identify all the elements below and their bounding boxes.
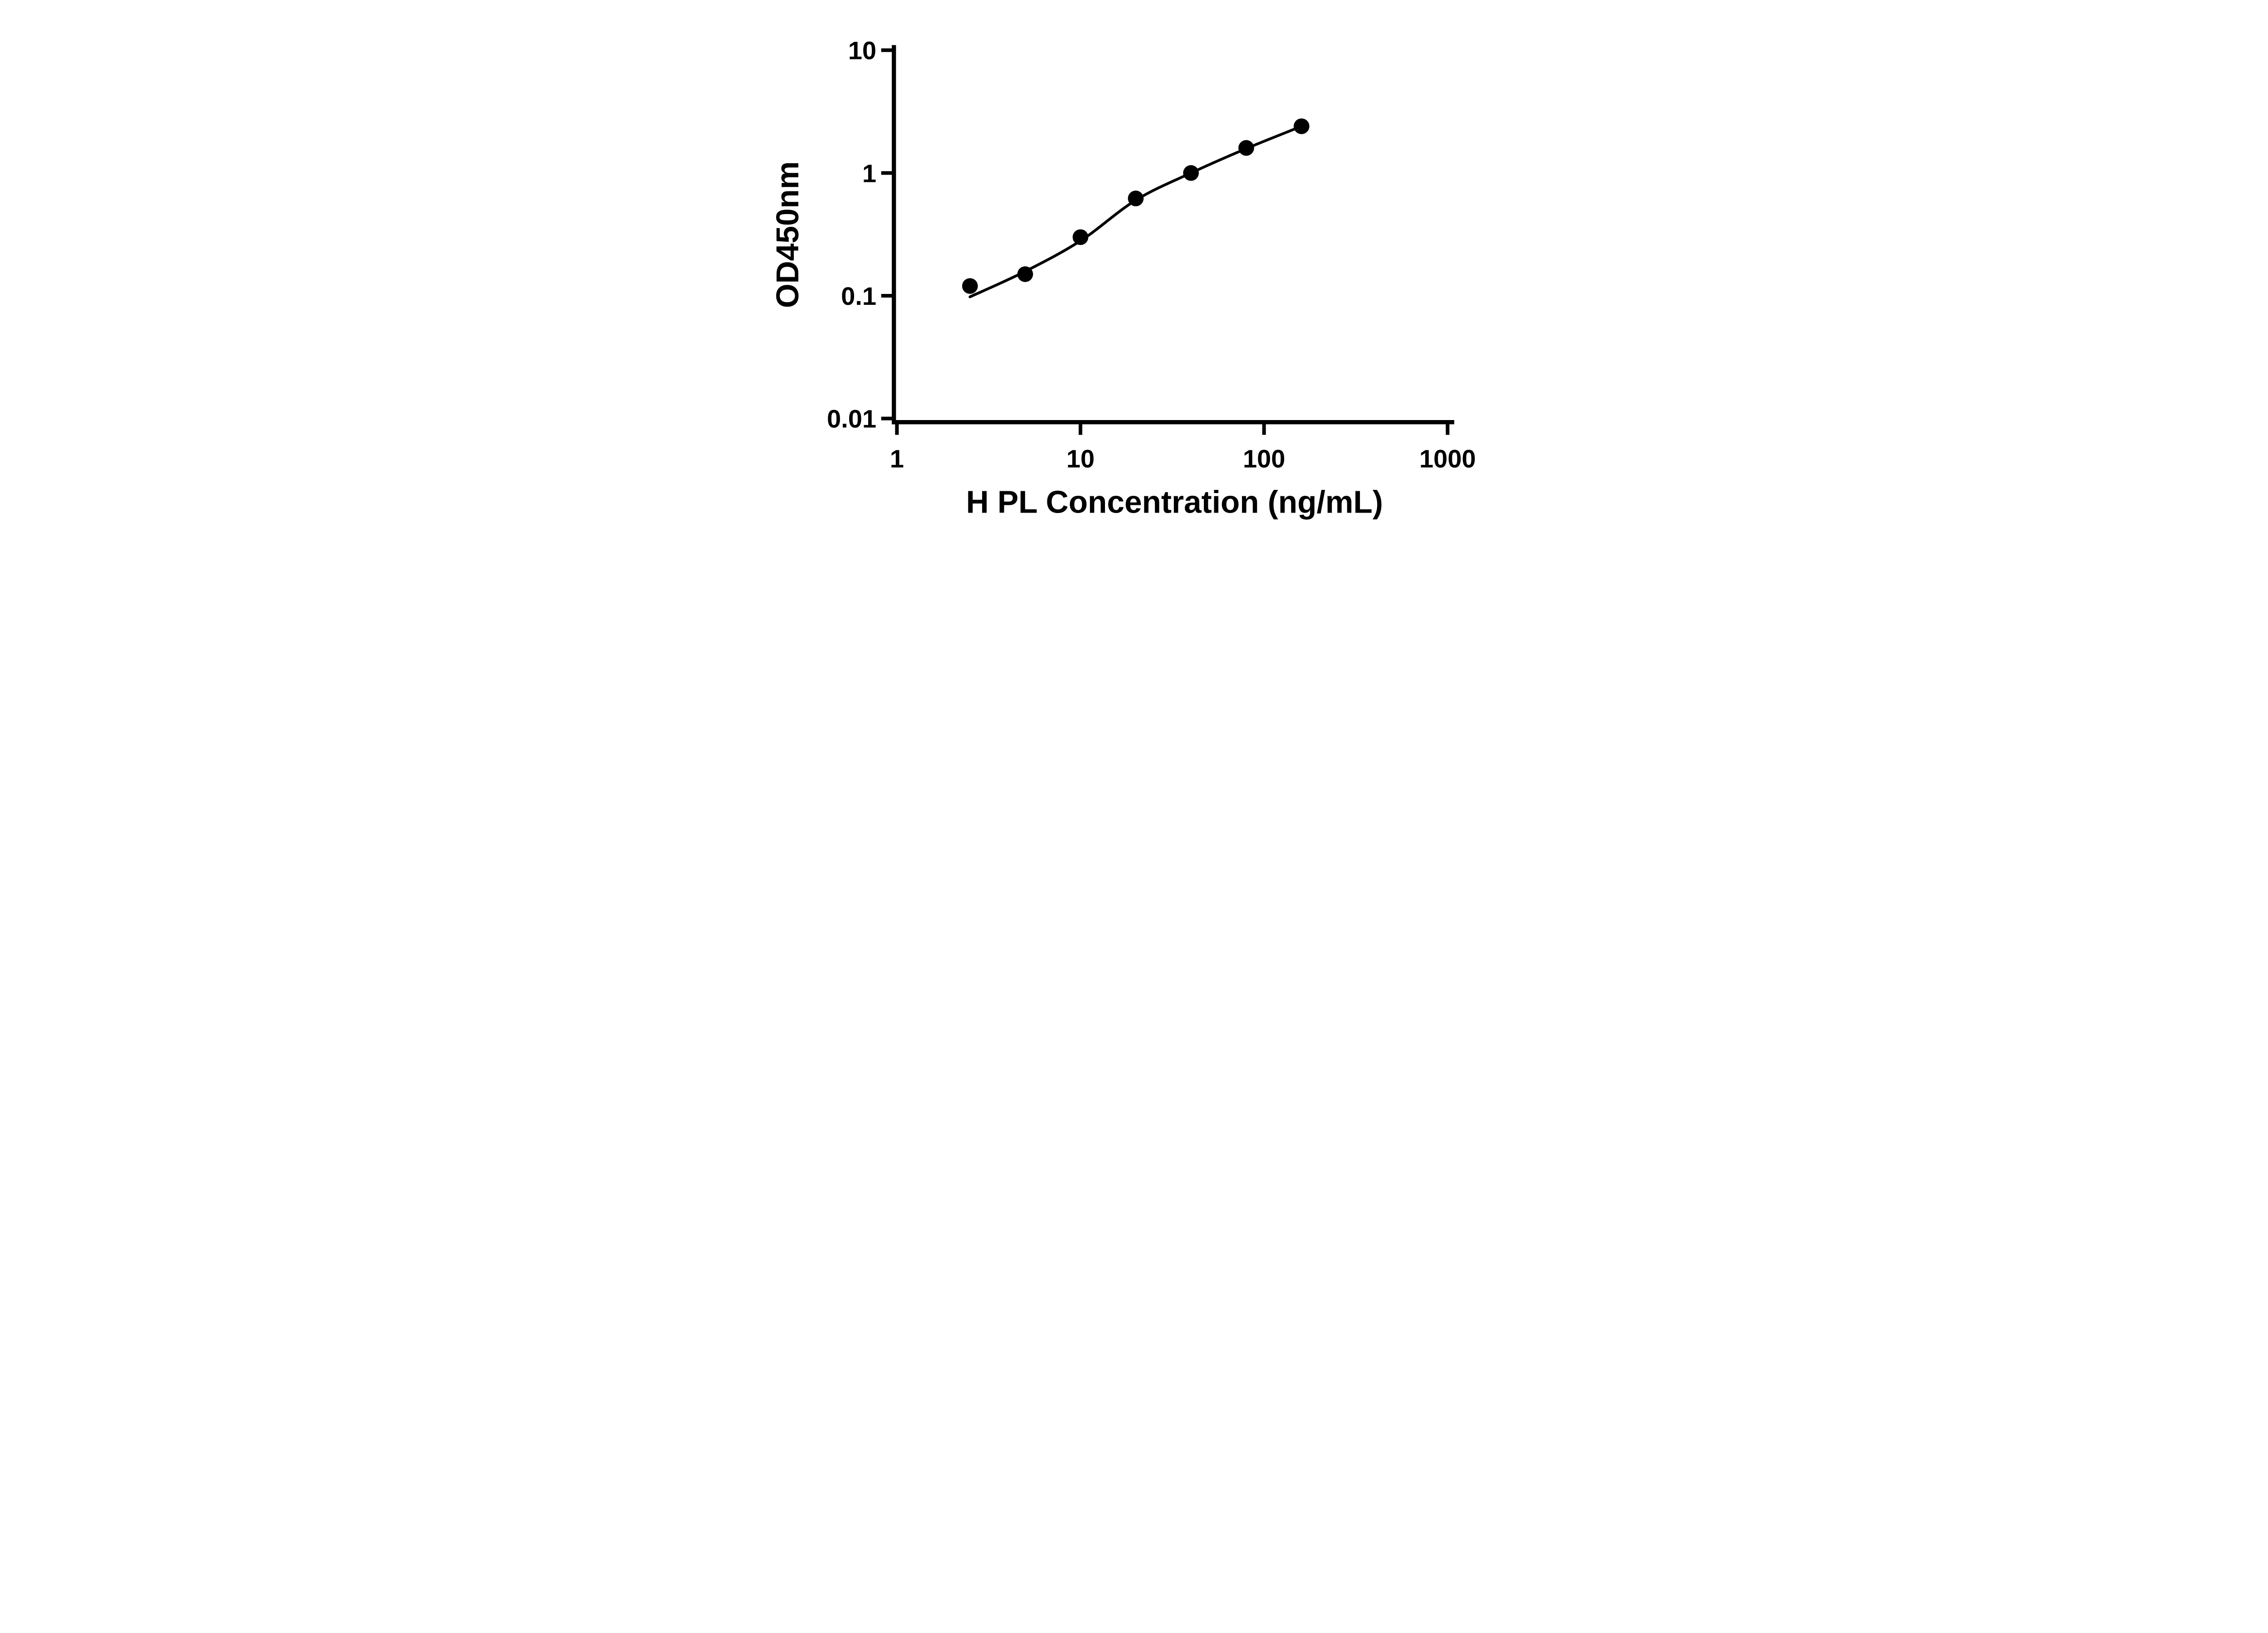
data-point xyxy=(1072,229,1089,245)
x-tick-label: 1 xyxy=(890,445,904,473)
data-point xyxy=(1183,165,1199,181)
data-point xyxy=(1017,266,1033,282)
y-tick-label: 10 xyxy=(848,36,876,65)
elisa-standard-curve-figure: 1 10 100 1000 10 1 0.1 0.01 H PL Concentration … xyxy=(746,0,1522,544)
y-axis-title: OD450nm xyxy=(770,161,805,308)
y-tick-label: 0.1 xyxy=(841,282,876,310)
plot-layer: 1 10 100 1000 10 1 0.1 0.01 xyxy=(827,36,1476,473)
data-point xyxy=(1128,191,1144,206)
y-tick-label: 0.01 xyxy=(827,405,876,433)
data-point xyxy=(1238,140,1254,156)
x-tick-label: 1000 xyxy=(1419,445,1476,473)
x-tick-label: 100 xyxy=(1243,445,1285,473)
x-axis-title: H PL Concentration (ng/mL) xyxy=(966,484,1383,520)
data-point xyxy=(1294,118,1310,134)
y-tick-label: 1 xyxy=(862,159,876,187)
data-point xyxy=(962,278,978,294)
elisa-standard-curve-chart: 1 10 100 1000 10 1 0.1 0.01 H PL Concentration … xyxy=(770,36,1476,520)
x-tick-label: 10 xyxy=(1066,445,1095,473)
